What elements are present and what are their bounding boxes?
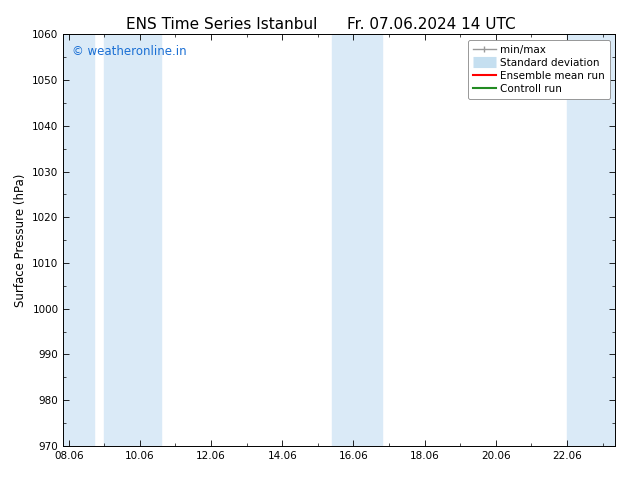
Text: ENS Time Series Istanbul: ENS Time Series Istanbul (126, 17, 318, 32)
Y-axis label: Surface Pressure (hPa): Surface Pressure (hPa) (14, 173, 27, 307)
Bar (567, 34, 615, 446)
Bar (105, 34, 161, 446)
Text: © weatheronline.in: © weatheronline.in (72, 45, 186, 58)
Text: Fr. 07.06.2024 14 UTC: Fr. 07.06.2024 14 UTC (347, 17, 515, 32)
Bar (332, 34, 382, 446)
Legend: min/max, Standard deviation, Ensemble mean run, Controll run: min/max, Standard deviation, Ensemble me… (467, 40, 610, 99)
Bar (63, 34, 94, 446)
